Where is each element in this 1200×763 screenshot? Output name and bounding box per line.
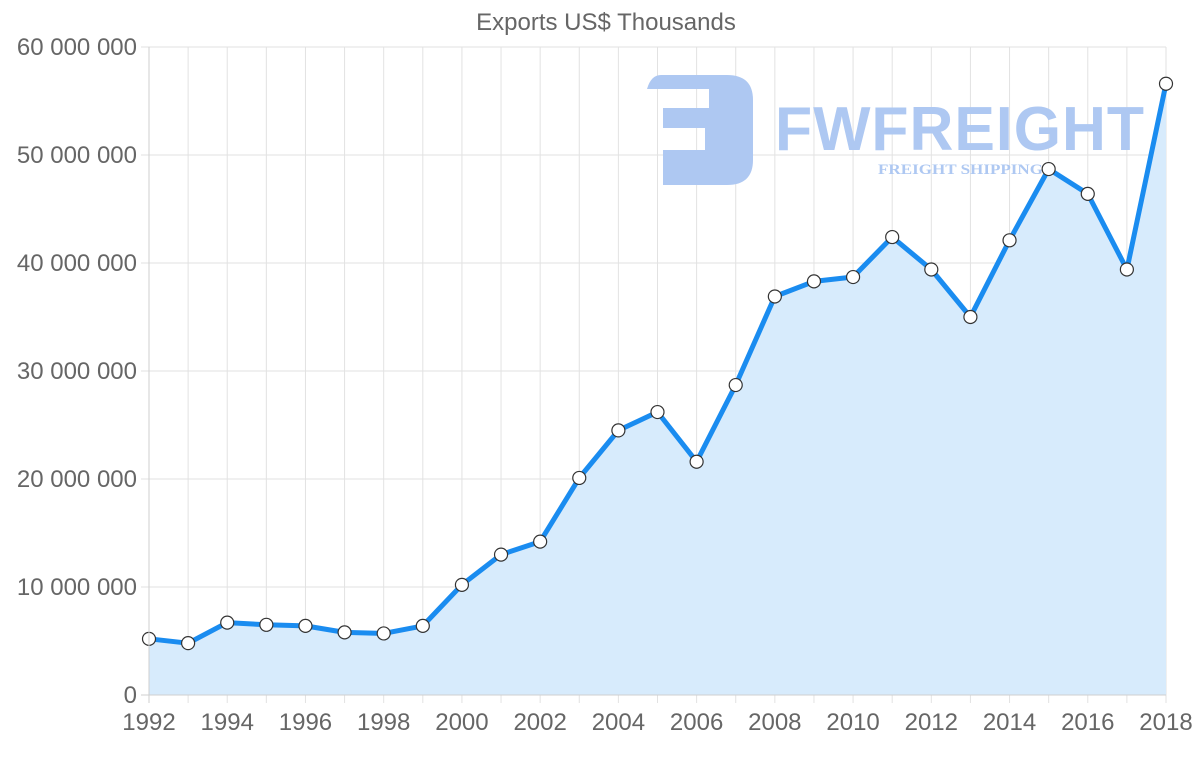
data-point bbox=[885, 229, 900, 245]
x-tick-label: 1992 bbox=[122, 709, 175, 736]
data-point bbox=[963, 309, 978, 325]
x-tick-label: 2006 bbox=[670, 709, 723, 736]
chart-title: Exports US$ Thousands bbox=[476, 9, 736, 36]
data-point bbox=[493, 547, 509, 562]
x-axis-labels: 1992 1994 1996 1998 2000 2002 2004 2006 2008 2010… bbox=[122, 709, 1192, 736]
watermark-tagline: FREIGHT SHIPPING bbox=[878, 162, 1043, 178]
x-tick-label: 2010 bbox=[826, 709, 879, 736]
y-axis-labels: 0 10 000 000 20 000 000 30 000 000 40 000 00… bbox=[17, 34, 137, 709]
data-point bbox=[572, 470, 587, 486]
data-point bbox=[689, 454, 704, 469]
data-point bbox=[1041, 161, 1056, 177]
data-point bbox=[1119, 262, 1134, 277]
x-tick-label: 1998 bbox=[357, 709, 410, 736]
watermark-brand: FWFREIGHT bbox=[775, 95, 1145, 164]
x-tick-label: 1996 bbox=[279, 709, 332, 736]
x-tick-label: 2008 bbox=[748, 709, 801, 736]
y-tick-label: 0 bbox=[124, 682, 137, 709]
y-tick-label: 60 000 000 bbox=[17, 34, 137, 61]
data-point bbox=[845, 269, 861, 285]
data-points bbox=[141, 76, 1174, 651]
data-point bbox=[767, 289, 782, 304]
x-tick-label: 2012 bbox=[905, 709, 958, 736]
x-tick-label: 2004 bbox=[592, 709, 645, 736]
x-tick-label: 2014 bbox=[983, 709, 1036, 736]
data-point bbox=[220, 615, 235, 630]
y-tick-label: 40 000 000 bbox=[17, 250, 137, 277]
x-tick-label: 2002 bbox=[513, 709, 566, 736]
data-point bbox=[181, 636, 196, 651]
data-point bbox=[806, 274, 822, 289]
data-point bbox=[454, 577, 470, 592]
data-point bbox=[298, 618, 313, 633]
area-fill bbox=[149, 83, 1166, 695]
fw-logo-icon bbox=[647, 75, 753, 185]
data-point bbox=[259, 617, 274, 632]
data-point bbox=[650, 404, 665, 420]
x-tick-label: 2000 bbox=[435, 709, 488, 736]
data-point bbox=[1158, 76, 1174, 91]
y-tick-label: 30 000 000 bbox=[17, 358, 137, 385]
data-point bbox=[924, 262, 939, 277]
data-point bbox=[1080, 186, 1095, 201]
y-tick-label: 10 000 000 bbox=[17, 574, 137, 601]
data-point bbox=[1002, 233, 1017, 248]
data-point bbox=[337, 625, 352, 640]
data-point bbox=[611, 423, 626, 438]
x-tick-label: 1994 bbox=[201, 709, 254, 736]
data-point bbox=[415, 618, 430, 633]
x-tick-label: 2018 bbox=[1139, 709, 1192, 736]
data-point bbox=[376, 626, 391, 641]
y-tick-label: 50 000 000 bbox=[17, 142, 137, 169]
data-point bbox=[728, 377, 743, 393]
data-point bbox=[533, 534, 548, 549]
y-tick-label: 20 000 000 bbox=[17, 466, 137, 493]
x-tick-label: 2016 bbox=[1061, 709, 1114, 736]
watermark-logo: FWFREIGHT FREIGHT SHIPPING bbox=[647, 75, 1145, 185]
